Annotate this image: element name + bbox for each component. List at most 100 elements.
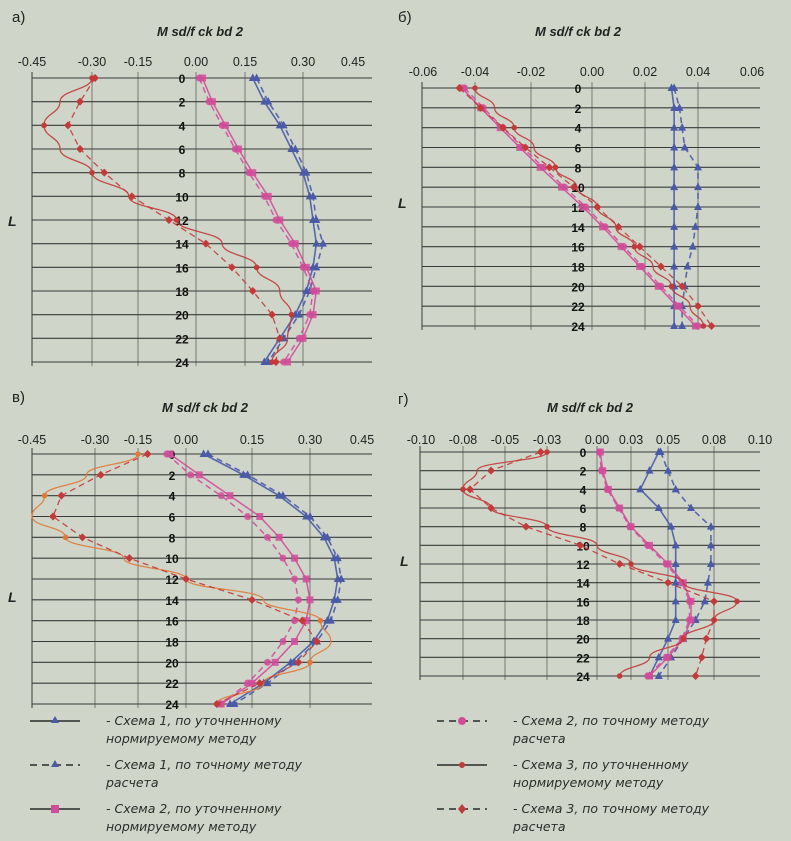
- legend-symbol-scheme3-refined: [437, 762, 487, 768]
- data-point: [687, 503, 695, 511]
- row-label: 0: [580, 446, 587, 460]
- data-point: [295, 310, 304, 318]
- x-tick-label: 0.06: [740, 65, 764, 79]
- data-point: [671, 578, 680, 586]
- data-point: [670, 222, 679, 230]
- data-point: [614, 222, 623, 231]
- data-point: [309, 287, 317, 295]
- data-point: [186, 471, 194, 479]
- data-point: [635, 242, 644, 251]
- x-tick-label: -0.45: [18, 433, 47, 447]
- data-point: [278, 491, 287, 499]
- data-point: [694, 162, 702, 171]
- data-point: [298, 616, 307, 625]
- data-point: [700, 596, 709, 605]
- data-point: [657, 282, 665, 290]
- data-point: [302, 168, 311, 176]
- data-point: [656, 447, 665, 455]
- data-point: [263, 658, 271, 666]
- legend-label: - Схема 1, по уточненному нормируемому м…: [106, 713, 282, 746]
- chart-title: M sd/f ck bd 2: [535, 24, 622, 39]
- x-tick-label: 0.00: [580, 65, 604, 79]
- row-label: 12: [576, 558, 590, 572]
- row-label: 16: [571, 241, 585, 255]
- data-point: [195, 471, 203, 479]
- x-tick-label: -0.06: [409, 65, 438, 79]
- data-point: [521, 143, 530, 152]
- data-point: [163, 450, 171, 458]
- data-point: [284, 358, 292, 366]
- data-point: [694, 182, 702, 191]
- data-point: [78, 533, 87, 542]
- data-point: [671, 596, 680, 605]
- row-label: 6: [575, 142, 582, 156]
- data-point: [671, 540, 680, 549]
- x-tick-label: 0.08: [702, 433, 726, 447]
- data-point: [697, 653, 706, 662]
- data-point: [678, 282, 687, 291]
- data-point: [280, 358, 288, 366]
- row-label: 4: [580, 483, 587, 497]
- chart-title: M sd/f ck bd 2: [157, 24, 244, 39]
- row-label: 14: [165, 594, 179, 608]
- data-point: [295, 334, 303, 342]
- data-point: [326, 616, 335, 624]
- x-tick-label: -0.30: [78, 55, 107, 69]
- data-point: [227, 263, 236, 272]
- data-point: [461, 84, 469, 92]
- data-point: [707, 322, 716, 330]
- data-point: [544, 523, 550, 530]
- data-point: [466, 485, 474, 494]
- data-point: [561, 183, 569, 191]
- data-point: [263, 678, 272, 687]
- data-point: [545, 163, 554, 172]
- data-point: [312, 239, 321, 247]
- data-point: [685, 597, 693, 605]
- row-label: 20: [175, 309, 189, 323]
- data-point: [271, 358, 280, 366]
- data-point: [576, 541, 585, 550]
- data-point: [460, 486, 466, 493]
- legend-label: - Схема 2, по точному методу расчета: [513, 713, 710, 746]
- data-point: [668, 283, 675, 290]
- data-point: [569, 183, 578, 192]
- data-point: [231, 145, 239, 153]
- data-point: [598, 467, 606, 475]
- row-label: 22: [165, 677, 179, 691]
- data-point: [333, 553, 342, 562]
- data-point: [678, 123, 687, 131]
- data-point: [307, 659, 313, 666]
- data-point: [312, 637, 321, 646]
- data-point: [644, 541, 652, 549]
- legend-label: - Схема 1, по точному методу расчета: [106, 757, 303, 790]
- x-tick-label: -0.10: [407, 433, 436, 447]
- data-point: [96, 470, 105, 479]
- data-point: [299, 263, 307, 271]
- panel-label: г): [398, 391, 408, 408]
- data-point: [710, 597, 718, 606]
- row-label: 16: [576, 595, 590, 609]
- data-point: [64, 121, 72, 130]
- data-point: [57, 491, 66, 500]
- data-point: [279, 638, 287, 645]
- row-label: 24: [165, 698, 179, 712]
- data-point: [499, 123, 507, 132]
- row-label: 8: [575, 161, 582, 175]
- data-point: [248, 287, 257, 295]
- data-point: [615, 560, 624, 568]
- data-point: [670, 162, 679, 171]
- data-point: [294, 596, 302, 604]
- row-label: 6: [169, 511, 176, 525]
- data-point: [249, 169, 257, 177]
- data-point: [312, 262, 321, 271]
- data-point: [644, 672, 652, 680]
- data-point: [272, 216, 280, 224]
- data-point: [671, 484, 680, 493]
- x-tick-label: 0.02: [633, 65, 657, 79]
- row-label: 16: [165, 615, 179, 629]
- data-point: [306, 311, 314, 319]
- data-point: [544, 449, 550, 455]
- data-point: [710, 616, 718, 624]
- data-point: [670, 242, 679, 250]
- x-tick-label: 0.04: [686, 65, 710, 79]
